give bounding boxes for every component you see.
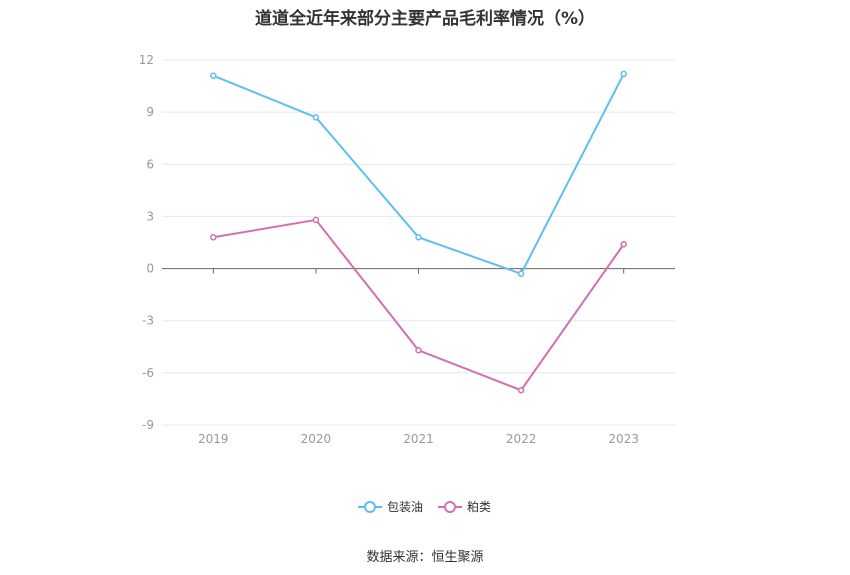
y-tick-label: 3 bbox=[146, 209, 154, 223]
data-point bbox=[312, 114, 320, 121]
x-tick-label: 2019 bbox=[198, 432, 229, 446]
series-lines bbox=[210, 70, 627, 394]
y-tick-label: 12 bbox=[139, 53, 154, 67]
y-tick-label: -6 bbox=[142, 366, 154, 380]
data-point bbox=[517, 270, 525, 278]
legend-marker bbox=[444, 501, 456, 513]
data-point bbox=[210, 72, 217, 79]
legend-item-1[interactable]: 粕类 bbox=[438, 499, 491, 514]
data-point bbox=[620, 240, 627, 248]
y-tick-label: 0 bbox=[146, 262, 154, 276]
data-point bbox=[210, 234, 217, 241]
data-point bbox=[415, 234, 422, 241]
chart-title: 道道全近年来部分主要产品毛利率情况（%） bbox=[254, 9, 596, 29]
y-tick-label: -3 bbox=[142, 314, 154, 328]
data-point bbox=[415, 347, 422, 354]
y-tick-label: 6 bbox=[146, 157, 154, 171]
legend-item-0[interactable]: 包装油 bbox=[358, 500, 423, 514]
x-tick-label: 2023 bbox=[608, 432, 639, 446]
x-tick-label: 2021 bbox=[403, 432, 434, 446]
series-line-0 bbox=[212, 73, 625, 276]
legend-label: 粕类 bbox=[467, 499, 491, 514]
series-line-1 bbox=[213, 218, 625, 392]
data-point bbox=[517, 386, 525, 394]
data-source: 数据来源：恒生聚源 bbox=[366, 550, 484, 565]
legend-label: 包装油 bbox=[387, 500, 423, 514]
y-tick-label: -9 bbox=[142, 418, 154, 432]
data-point bbox=[312, 216, 320, 224]
x-tick-label: 2022 bbox=[506, 432, 537, 446]
y-axis-ticks: 12 9 6 3 0 -3 -6 -9 bbox=[139, 53, 154, 432]
y-tick-label: 9 bbox=[146, 105, 154, 119]
x-axis: 2019 2020 2021 2022 2023 bbox=[162, 268, 675, 446]
legend: 包装油 粕类 bbox=[358, 499, 491, 514]
grid-lines bbox=[162, 59, 675, 426]
x-tick-label: 2020 bbox=[301, 432, 332, 446]
legend-marker bbox=[364, 501, 376, 513]
data-point bbox=[620, 70, 627, 78]
